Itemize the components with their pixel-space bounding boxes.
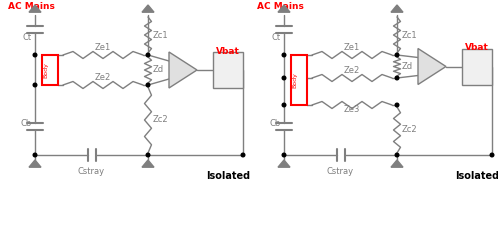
Polygon shape [29,160,41,167]
Text: Ze2: Ze2 [344,66,360,75]
Circle shape [33,153,37,157]
Polygon shape [29,5,41,12]
Circle shape [395,153,399,157]
Text: AC Mains: AC Mains [257,2,304,11]
Bar [291,55,307,105]
Circle shape [146,83,150,87]
Circle shape [146,153,150,157]
Text: Zc2: Zc2 [153,116,169,124]
Circle shape [282,103,286,107]
Text: Zd: Zd [402,62,413,71]
Text: Body: Body [43,62,48,78]
Text: Cstray: Cstray [327,167,354,176]
Polygon shape [142,160,154,167]
Text: Vbat: Vbat [216,47,240,56]
Text: Isolated: Isolated [206,171,250,181]
Circle shape [241,153,245,157]
Text: Body: Body [292,72,297,88]
Circle shape [33,53,37,57]
Bar [213,52,243,88]
Circle shape [282,153,286,157]
Polygon shape [278,5,290,12]
Circle shape [146,53,150,57]
Text: Cb: Cb [270,120,281,129]
Polygon shape [391,160,403,167]
Circle shape [282,53,286,57]
Text: Zc1: Zc1 [153,31,169,40]
Polygon shape [169,52,197,88]
Circle shape [33,83,37,87]
Text: Ze1: Ze1 [344,43,360,52]
Text: Zc2: Zc2 [402,126,418,134]
Text: Ct: Ct [23,32,32,41]
Circle shape [395,103,399,107]
Circle shape [490,153,494,157]
Text: Cstray: Cstray [78,167,105,176]
Polygon shape [142,5,154,12]
Circle shape [282,76,286,80]
Text: Isolated: Isolated [455,171,498,181]
Bar [462,48,492,85]
Text: Zc1: Zc1 [402,31,418,40]
Circle shape [395,76,399,80]
Text: Vbat: Vbat [465,44,489,52]
Text: Ze2: Ze2 [95,73,111,82]
Text: Ze3: Ze3 [344,105,360,114]
Text: Ze1: Ze1 [95,43,111,52]
Text: AC Mains: AC Mains [8,2,55,11]
Bar [42,55,58,85]
Polygon shape [418,48,446,85]
Circle shape [395,53,399,57]
Text: Zd: Zd [153,65,164,75]
Polygon shape [278,160,290,167]
Polygon shape [391,5,403,12]
Text: Cb: Cb [21,120,32,129]
Text: Ct: Ct [272,32,281,41]
